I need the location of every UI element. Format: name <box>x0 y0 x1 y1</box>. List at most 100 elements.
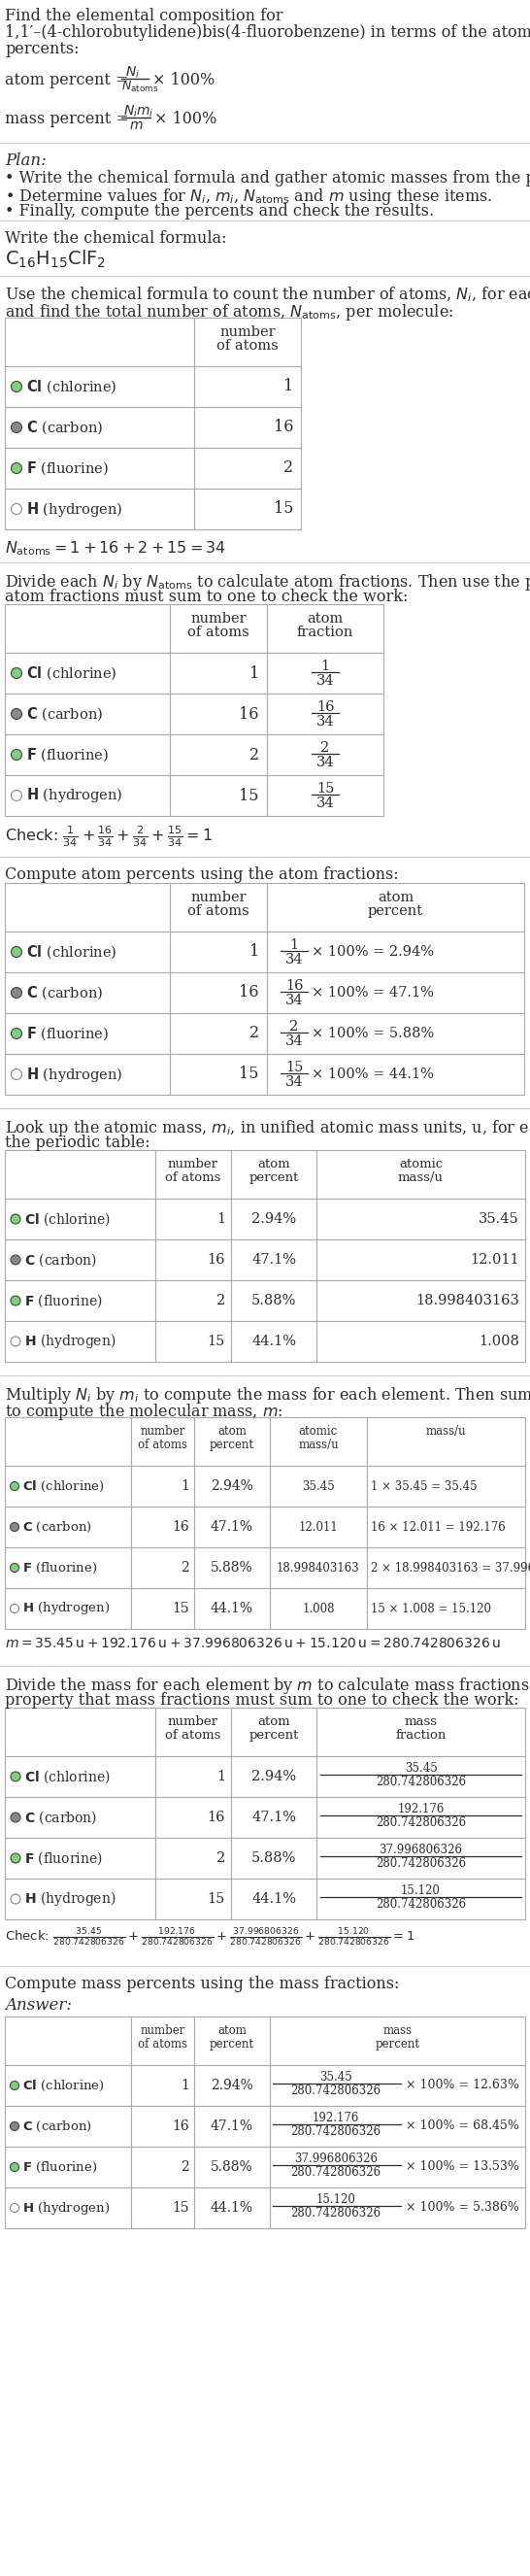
Text: 15: 15 <box>239 1066 259 1082</box>
Text: $\mathbf{C}$ (carbon): $\mathbf{C}$ (carbon) <box>22 2120 92 2133</box>
Circle shape <box>10 1605 19 1613</box>
Bar <box>131 2105 194 2146</box>
Text: percent: percent <box>249 1728 299 1741</box>
Text: $N_i$: $N_i$ <box>125 64 140 80</box>
Text: × 100% = 13.53%: × 100% = 13.53% <box>406 2161 519 2174</box>
Bar <box>231 1321 316 1363</box>
Text: 12.011: 12.011 <box>470 1252 519 1267</box>
Text: $\mathbf{Cl}$ (chlorine): $\mathbf{Cl}$ (chlorine) <box>26 665 117 683</box>
Text: 1: 1 <box>181 1479 189 1494</box>
Text: 15: 15 <box>207 1893 225 1906</box>
Text: $\mathbf{Cl}$ (chlorine): $\mathbf{Cl}$ (chlorine) <box>22 2079 105 2092</box>
Bar <box>170 1012 267 1054</box>
Text: $\mathbf{H}$ (hydrogen): $\mathbf{H}$ (hydrogen) <box>26 500 123 518</box>
Text: number: number <box>140 2025 185 2038</box>
Bar <box>194 1589 270 1628</box>
Circle shape <box>11 1893 20 1904</box>
Text: 35.45: 35.45 <box>302 1479 335 1492</box>
Bar <box>5 2187 131 2228</box>
Bar <box>267 1012 524 1054</box>
Text: $\mathbf{Cl}$ (chlorine): $\mathbf{Cl}$ (chlorine) <box>22 1479 105 1494</box>
Text: $\mathbf{F}$ (fluorine): $\mathbf{F}$ (fluorine) <box>24 1293 102 1309</box>
Bar <box>231 1198 316 1239</box>
Text: 16: 16 <box>239 984 259 1002</box>
Bar <box>155 1708 231 1757</box>
Bar <box>194 2017 270 2066</box>
Text: percent: percent <box>210 2038 254 2050</box>
Text: 16: 16 <box>239 706 259 721</box>
Bar <box>194 448 301 489</box>
Circle shape <box>11 464 22 474</box>
Bar <box>155 1149 231 1198</box>
Bar <box>270 2017 525 2066</box>
Text: 35.45: 35.45 <box>320 2071 352 2084</box>
Bar <box>316 1798 525 1837</box>
Text: Write the chemical formula:: Write the chemical formula: <box>5 229 227 247</box>
Text: 34: 34 <box>285 953 303 966</box>
Text: Check: $\frac{35.45}{280.742806326} + \frac{192.176}{280.742806326} + \frac{37.9: Check: $\frac{35.45}{280.742806326} + \f… <box>5 1927 415 1947</box>
Text: number: number <box>190 891 246 904</box>
Bar <box>231 1708 316 1757</box>
Bar <box>155 1198 231 1239</box>
Bar <box>5 1507 131 1548</box>
Text: $\mathbf{H}$ (hydrogen): $\mathbf{H}$ (hydrogen) <box>22 1600 110 1618</box>
Text: 1.008: 1.008 <box>479 1334 519 1347</box>
Bar <box>170 734 267 775</box>
Bar <box>5 933 170 971</box>
Text: $\mathbf{H}$ (hydrogen): $\mathbf{H}$ (hydrogen) <box>22 2200 110 2215</box>
Text: percent: percent <box>249 1172 299 1185</box>
Text: mass/u: mass/u <box>298 1437 339 1450</box>
Text: 47.1%: 47.1% <box>251 1811 296 1824</box>
Text: 15: 15 <box>239 788 259 804</box>
Text: 5.88%: 5.88% <box>251 1293 296 1309</box>
Text: to compute the molecular mass, $m$:: to compute the molecular mass, $m$: <box>5 1401 283 1422</box>
Text: $m = 35.45\,\mathrm{u} + 192.176\,\mathrm{u} + 37.996806326\,\mathrm{u} + 15.120: $m = 35.45\,\mathrm{u} + 192.176\,\mathr… <box>5 1636 501 1651</box>
Text: • Write the chemical formula and gather atomic masses from the periodic table.: • Write the chemical formula and gather … <box>5 170 530 185</box>
Bar <box>131 2066 194 2105</box>
Bar <box>5 2066 131 2105</box>
Text: 1.008: 1.008 <box>302 1602 334 1615</box>
Text: $\mathbf{C}$ (carbon): $\mathbf{C}$ (carbon) <box>26 984 103 1002</box>
Text: of atoms: of atoms <box>138 1437 187 1450</box>
Text: 34: 34 <box>316 716 334 729</box>
Bar <box>5 2017 131 2066</box>
Bar <box>131 1466 194 1507</box>
Text: 5.88%: 5.88% <box>211 2161 253 2174</box>
Text: Look up the atomic mass, $m_i$, in unified atomic mass units, u, for each elemen: Look up the atomic mass, $m_i$, in unifi… <box>5 1118 530 1139</box>
Text: 2.94%: 2.94% <box>211 1479 253 1494</box>
Text: Check: $\frac{1}{34} + \frac{16}{34} + \frac{2}{34} + \frac{15}{34} = 1$: Check: $\frac{1}{34} + \frac{16}{34} + \… <box>5 824 213 848</box>
Text: percent: percent <box>210 1437 254 1450</box>
Text: 192.176: 192.176 <box>398 1803 444 1816</box>
Bar <box>131 2146 194 2187</box>
Text: 44.1%: 44.1% <box>210 2200 253 2215</box>
Text: × 100%: × 100% <box>153 72 215 88</box>
Text: $\mathbf{F}$ (fluorine): $\mathbf{F}$ (fluorine) <box>22 1561 97 1574</box>
Text: 280.742806326: 280.742806326 <box>290 2125 381 2138</box>
Text: mass: mass <box>404 1716 437 1728</box>
Text: 44.1%: 44.1% <box>210 1602 253 1615</box>
Text: 2: 2 <box>216 1852 225 1865</box>
Bar <box>170 971 267 1012</box>
Text: 12.011: 12.011 <box>298 1520 338 1533</box>
Text: 1 × 35.45 = 35.45: 1 × 35.45 = 35.45 <box>371 1479 477 1492</box>
Bar <box>367 1589 525 1628</box>
Circle shape <box>11 1296 20 1306</box>
Circle shape <box>10 2164 19 2172</box>
Text: 37.996806326: 37.996806326 <box>294 2154 377 2164</box>
Bar <box>267 971 524 1012</box>
Bar <box>367 1417 525 1466</box>
Text: $\mathbf{H}$ (hydrogen): $\mathbf{H}$ (hydrogen) <box>26 1064 123 1084</box>
Bar <box>5 366 194 407</box>
Text: 1: 1 <box>216 1770 225 1783</box>
Bar <box>5 1198 155 1239</box>
Text: of atoms: of atoms <box>138 2038 187 2050</box>
Text: 2: 2 <box>284 461 293 477</box>
Text: 5.88%: 5.88% <box>211 1561 253 1574</box>
Text: 16: 16 <box>207 1811 225 1824</box>
Circle shape <box>11 945 22 958</box>
Bar <box>131 1589 194 1628</box>
Text: × 100%: × 100% <box>154 111 217 126</box>
Circle shape <box>11 1772 20 1783</box>
Bar <box>194 366 301 407</box>
Circle shape <box>10 1564 19 1571</box>
